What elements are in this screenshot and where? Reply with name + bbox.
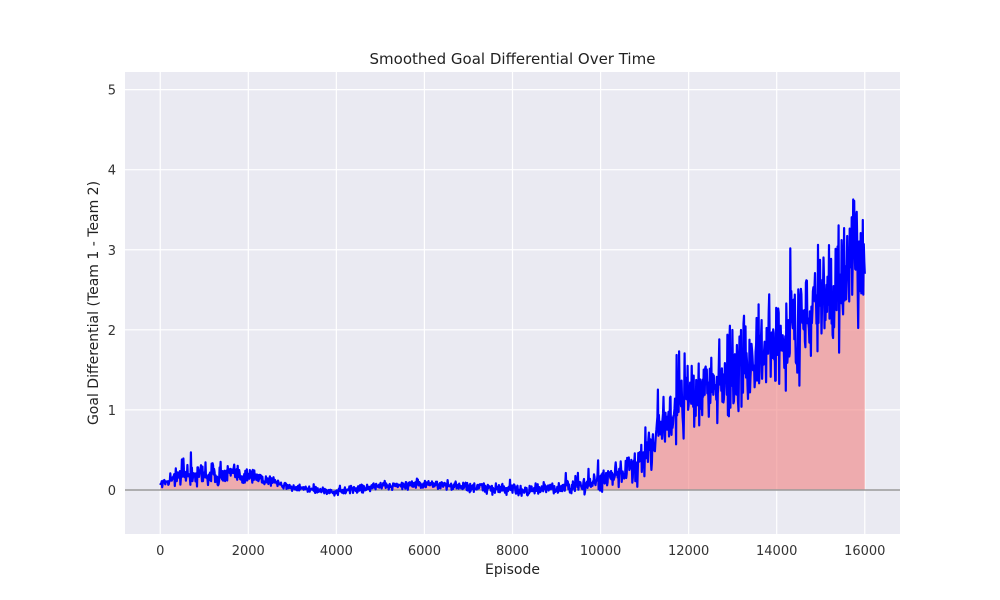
x-tick-label: 12000 xyxy=(668,544,709,559)
x-tick-label: 10000 xyxy=(580,544,621,559)
x-axis-label: Episode xyxy=(485,562,540,578)
series-line xyxy=(159,198,866,497)
x-tick-label: 16000 xyxy=(844,544,885,559)
data-line xyxy=(159,198,866,497)
tick-labels: 0 2000 4000 6000 8000 10000 12000 14000 16000 0 1 2… xyxy=(108,84,886,559)
x-tick-label: 2000 xyxy=(232,544,265,559)
positive-area-fill xyxy=(160,199,865,490)
y-tick-label: 4 xyxy=(108,164,116,179)
x-tick-label: 8000 xyxy=(496,544,529,559)
x-tick-label: 6000 xyxy=(408,544,441,559)
positive-area xyxy=(160,199,865,490)
y-tick-label: 0 xyxy=(108,484,116,499)
y-tick-label: 5 xyxy=(108,84,116,99)
y-tick-label: 3 xyxy=(108,244,116,259)
y-tick-label: 1 xyxy=(108,404,116,419)
chart-title: Smoothed Goal Differential Over Time xyxy=(370,50,656,68)
y-tick-label: 2 xyxy=(108,324,116,339)
y-axis-label: Goal Differential (Team 1 - Team 2) xyxy=(86,181,102,425)
x-tick-label: 14000 xyxy=(756,544,797,559)
x-tick-label: 4000 xyxy=(320,544,353,559)
x-tick-label: 0 xyxy=(156,544,164,559)
